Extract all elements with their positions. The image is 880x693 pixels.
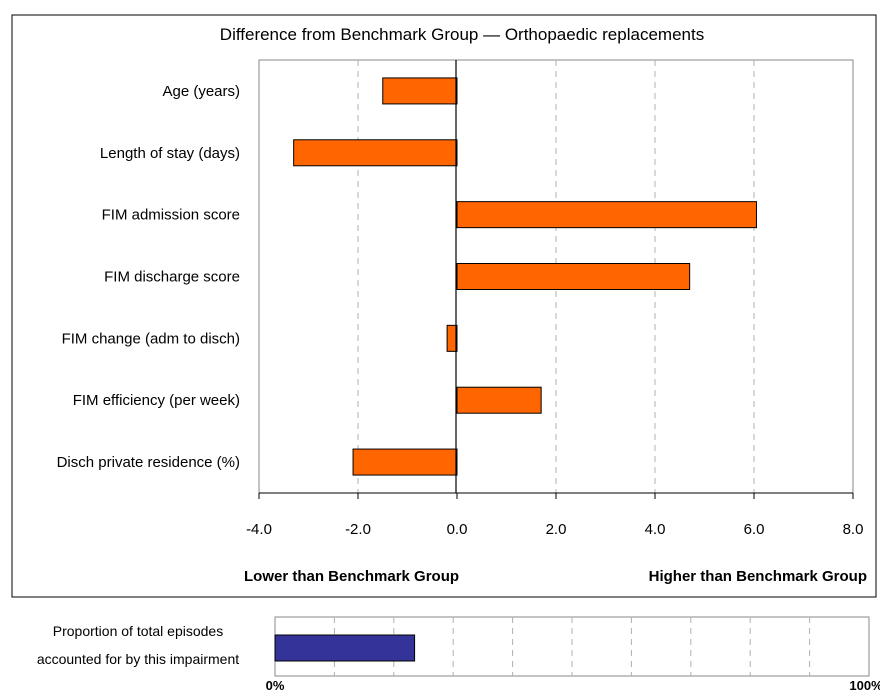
category-label: Age (years) <box>162 83 240 100</box>
bar <box>446 324 458 352</box>
category-label: Length of stay (days) <box>100 145 240 162</box>
proportion-tick-100: 100% <box>849 678 880 693</box>
category-label: Disch private residence (%) <box>57 454 240 471</box>
category-labels: Age (years) Length of stay (days) FIM admi… <box>57 83 240 471</box>
main-bars <box>293 77 757 476</box>
proportion-gridlines <box>333 617 811 676</box>
x-axis-ticks: -4.0 -2.0 0.0 2.0 4.0 6.0 8.0 <box>246 493 863 538</box>
proportion-label-line-2: accounted for by this impairment <box>37 651 239 667</box>
x-tick-label: 2.0 <box>546 521 567 538</box>
bar <box>456 386 542 414</box>
category-label: FIM discharge score <box>104 269 240 286</box>
bar <box>352 448 458 476</box>
bar <box>293 139 458 167</box>
chart-title: Difference from Benchmark Group — Orthop… <box>220 25 704 44</box>
category-label: FIM change (adm to disch) <box>62 330 240 347</box>
proportion-bar <box>274 634 416 662</box>
proportion-label-line-1: Proportion of total episodes <box>53 623 223 639</box>
proportion-tick-0: 0% <box>266 678 285 693</box>
category-label: FIM admission score <box>102 207 240 224</box>
bar <box>456 201 757 229</box>
category-label: FIM efficiency (per week) <box>73 392 240 409</box>
x-tick-label: 8.0 <box>843 521 864 538</box>
bar <box>456 263 691 290</box>
x-tick-label: 0.0 <box>447 521 468 538</box>
x-tick-label: -2.0 <box>345 521 371 538</box>
bar <box>382 77 458 105</box>
x-tick-label: 6.0 <box>744 521 765 538</box>
lower-label: Lower than Benchmark Group <box>244 568 459 585</box>
higher-label: Higher than Benchmark Group <box>649 568 867 585</box>
chart-frame <box>11 14 877 598</box>
x-tick-label: 4.0 <box>645 521 666 538</box>
x-tick-label: -4.0 <box>246 521 272 538</box>
